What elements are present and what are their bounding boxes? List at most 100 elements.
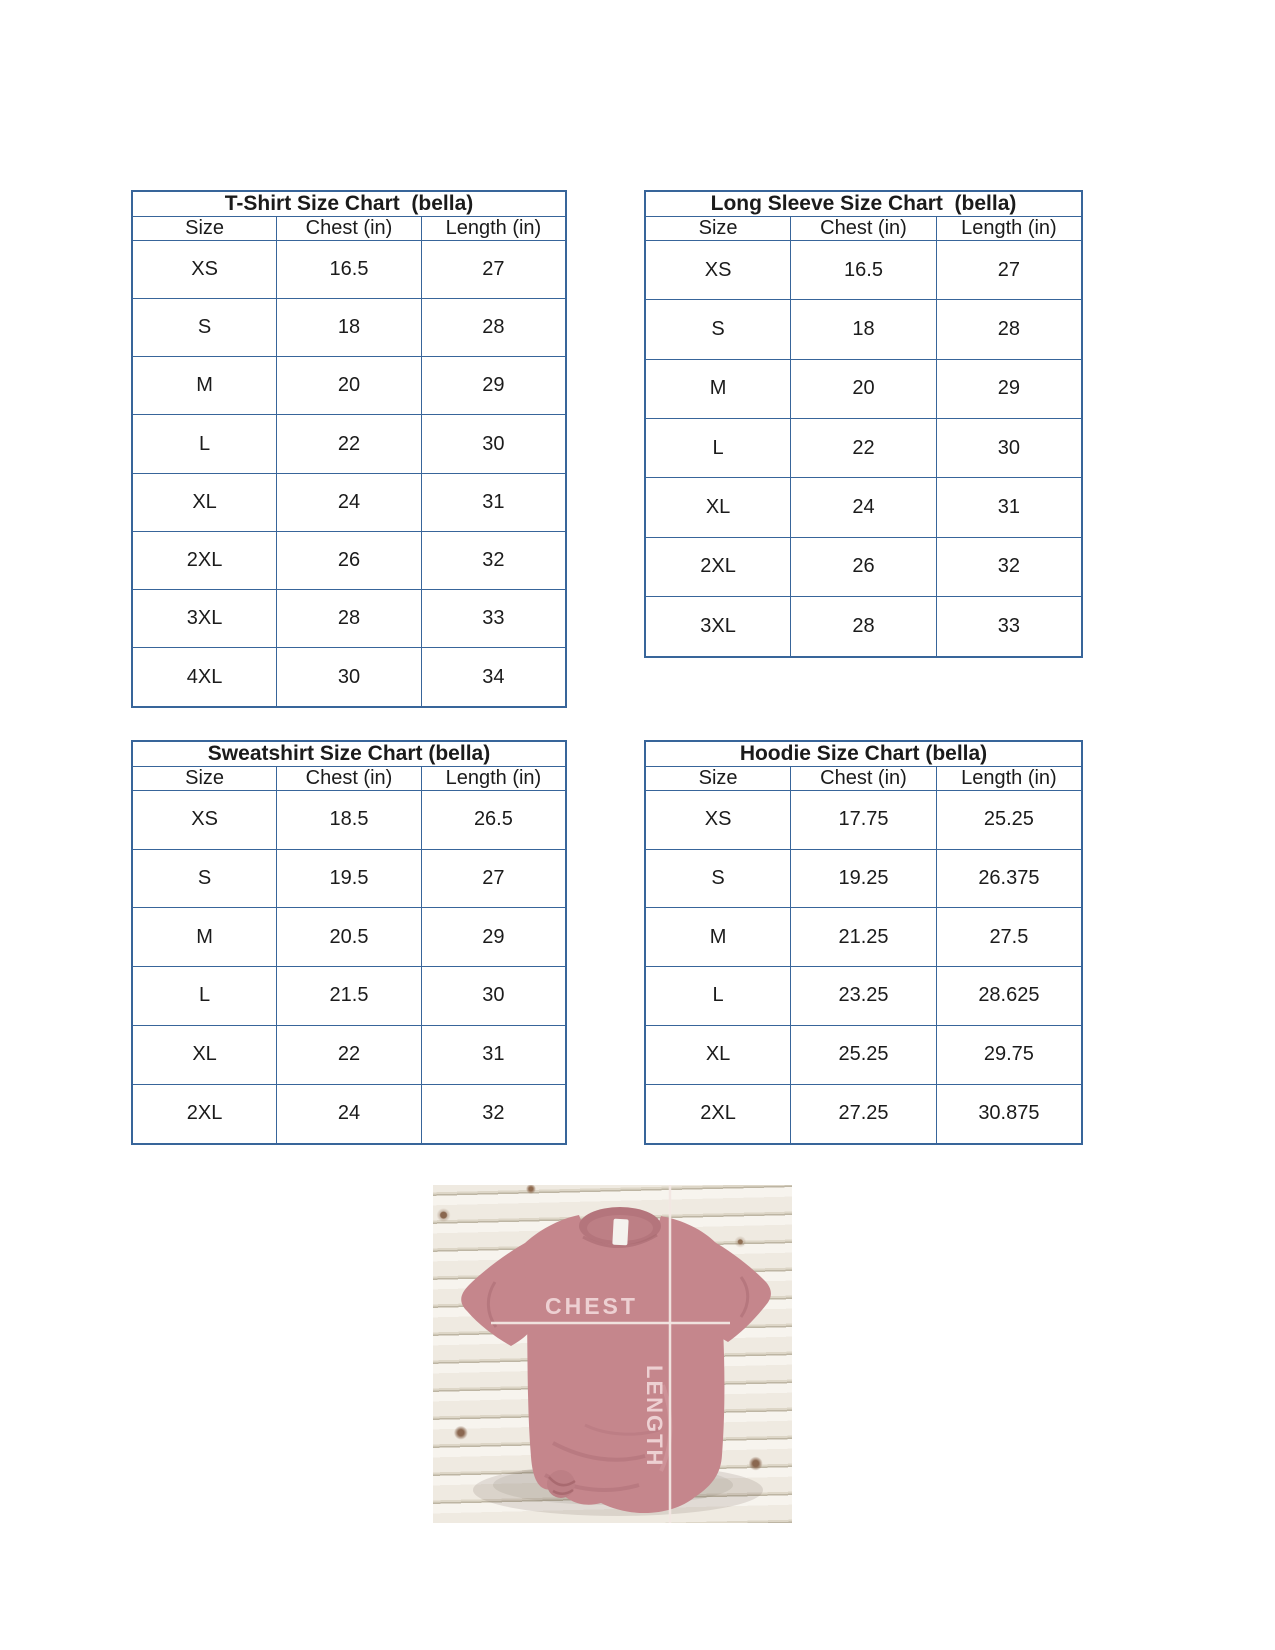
table-row: M 20 29 bbox=[644, 358, 1083, 419]
table-cell: L bbox=[644, 966, 792, 1026]
table-cell: 26.5 bbox=[420, 790, 567, 850]
table-cell: L bbox=[131, 414, 278, 474]
column-header-size: Size bbox=[644, 216, 792, 241]
column-header-length: Length (in) bbox=[420, 216, 567, 241]
table-cell: 31 bbox=[935, 477, 1083, 538]
table-title: Sweatshirt Size Chart (bella) bbox=[131, 740, 567, 767]
product-photo: CHEST LENGTH bbox=[433, 1185, 792, 1523]
table-row: XS 16.5 27 bbox=[644, 239, 1083, 301]
table-cell: 32 bbox=[420, 530, 567, 590]
table-cell: 20 bbox=[790, 358, 937, 419]
table-cell: 30 bbox=[935, 417, 1083, 479]
table-cell: 19.25 bbox=[790, 848, 937, 909]
table-cell: 28 bbox=[935, 299, 1083, 360]
table-title-row: T-Shirt Size Chart (bella) bbox=[131, 190, 567, 217]
table-cell: 2XL bbox=[131, 530, 278, 590]
table-cell: 20 bbox=[276, 356, 422, 416]
table-cell: 16.5 bbox=[790, 239, 937, 301]
table-title-row: Long Sleeve Size Chart (bella) bbox=[644, 190, 1083, 217]
table-cell: 27.25 bbox=[790, 1083, 937, 1145]
table-cell: 33 bbox=[420, 588, 567, 649]
table-row: XL 25.25 29.75 bbox=[644, 1024, 1083, 1085]
table-row: 2XL 26 32 bbox=[644, 536, 1083, 597]
table-row: 3XL 28 33 bbox=[644, 595, 1083, 658]
table-cell: 20.5 bbox=[276, 907, 422, 968]
column-header-length: Length (in) bbox=[935, 766, 1083, 791]
table-cell: 24 bbox=[276, 472, 422, 532]
table-cell: 21.5 bbox=[276, 966, 422, 1026]
table-cell: M bbox=[644, 358, 792, 419]
table-cell: S bbox=[131, 848, 278, 909]
table-header-row: Size Chest (in) Length (in) bbox=[131, 766, 567, 791]
table-cell: M bbox=[644, 907, 792, 968]
table-cell: 18 bbox=[276, 298, 422, 358]
table-cell: 2XL bbox=[644, 536, 792, 597]
longsleeve-size-chart-table: Long Sleeve Size Chart (bella) Size Ches… bbox=[644, 190, 1083, 658]
table-row: XS 17.75 25.25 bbox=[644, 790, 1083, 850]
table-cell: 30 bbox=[420, 966, 567, 1026]
table-cell: 27 bbox=[420, 239, 567, 300]
sweatshirt-size-chart-table: Sweatshirt Size Chart (bella) Size Chest… bbox=[131, 740, 567, 1145]
table-row: S 19.25 26.375 bbox=[644, 848, 1083, 909]
wrinkle bbox=[584, 1423, 660, 1436]
tshirt-size-chart-table: T-Shirt Size Chart (bella) Size Chest (i… bbox=[131, 190, 567, 708]
table-cell: L bbox=[644, 417, 792, 479]
table-header-row: Size Chest (in) Length (in) bbox=[644, 216, 1083, 241]
table-row: L 22 30 bbox=[131, 414, 567, 474]
table-cell: XS bbox=[644, 239, 792, 301]
table-cell: XS bbox=[131, 239, 278, 300]
column-header-size: Size bbox=[131, 766, 278, 791]
table-cell: 31 bbox=[420, 472, 567, 532]
table-header-row: Size Chest (in) Length (in) bbox=[131, 216, 567, 241]
table-cell: XL bbox=[644, 1024, 792, 1085]
table-row: 2XL 27.25 30.875 bbox=[644, 1083, 1083, 1145]
table-cell: XL bbox=[131, 1024, 278, 1085]
table-cell: 29 bbox=[420, 907, 567, 968]
shirt-body bbox=[523, 1215, 725, 1514]
table-cell: XL bbox=[131, 472, 278, 532]
table-cell: 17.75 bbox=[790, 790, 937, 850]
table-cell: 18 bbox=[790, 299, 937, 360]
table-cell: 22 bbox=[276, 414, 422, 474]
table-cell: 27 bbox=[420, 848, 567, 909]
table-cell: 29 bbox=[935, 358, 1083, 419]
table-cell: 4XL bbox=[131, 647, 278, 708]
column-header-chest: Chest (in) bbox=[276, 766, 422, 791]
left-sleeve bbox=[461, 1243, 537, 1346]
column-header-size: Size bbox=[131, 216, 278, 241]
column-header-chest: Chest (in) bbox=[790, 766, 937, 791]
table-cell: M bbox=[131, 907, 278, 968]
table-cell: 24 bbox=[790, 477, 937, 538]
table-cell: 21.25 bbox=[790, 907, 937, 968]
table-row: 2XL 24 32 bbox=[131, 1083, 567, 1145]
table-title-row: Sweatshirt Size Chart (bella) bbox=[131, 740, 567, 767]
table-cell: 32 bbox=[935, 536, 1083, 597]
table-cell: 31 bbox=[420, 1024, 567, 1085]
table-cell: 28 bbox=[420, 298, 567, 358]
table-row: M 20 29 bbox=[131, 356, 567, 416]
table-cell: 30.875 bbox=[935, 1083, 1083, 1145]
column-header-size: Size bbox=[644, 766, 792, 791]
table-title: Hoodie Size Chart (bella) bbox=[644, 740, 1083, 767]
table-cell: S bbox=[131, 298, 278, 358]
table-cell: 2XL bbox=[131, 1083, 278, 1145]
table-cell: 28 bbox=[276, 588, 422, 649]
table-row: XS 16.5 27 bbox=[131, 239, 567, 300]
column-header-length: Length (in) bbox=[935, 216, 1083, 241]
table-cell: L bbox=[131, 966, 278, 1026]
table-row: L 21.5 30 bbox=[131, 966, 567, 1026]
table-title-row: Hoodie Size Chart (bella) bbox=[644, 740, 1083, 767]
shirt-body-group bbox=[461, 1207, 771, 1514]
table-cell: 28.625 bbox=[935, 966, 1083, 1026]
column-header-chest: Chest (in) bbox=[276, 216, 422, 241]
table-row: XL 22 31 bbox=[131, 1024, 567, 1085]
wrinkle bbox=[552, 1441, 646, 1462]
column-header-chest: Chest (in) bbox=[790, 216, 937, 241]
table-title: T-Shirt Size Chart (bella) bbox=[131, 190, 567, 217]
column-header-length: Length (in) bbox=[420, 766, 567, 791]
table-row: S 19.5 27 bbox=[131, 848, 567, 909]
table-cell: 29 bbox=[420, 356, 567, 416]
length-label: LENGTH bbox=[642, 1365, 667, 1468]
table-title: Long Sleeve Size Chart (bella) bbox=[644, 190, 1083, 217]
